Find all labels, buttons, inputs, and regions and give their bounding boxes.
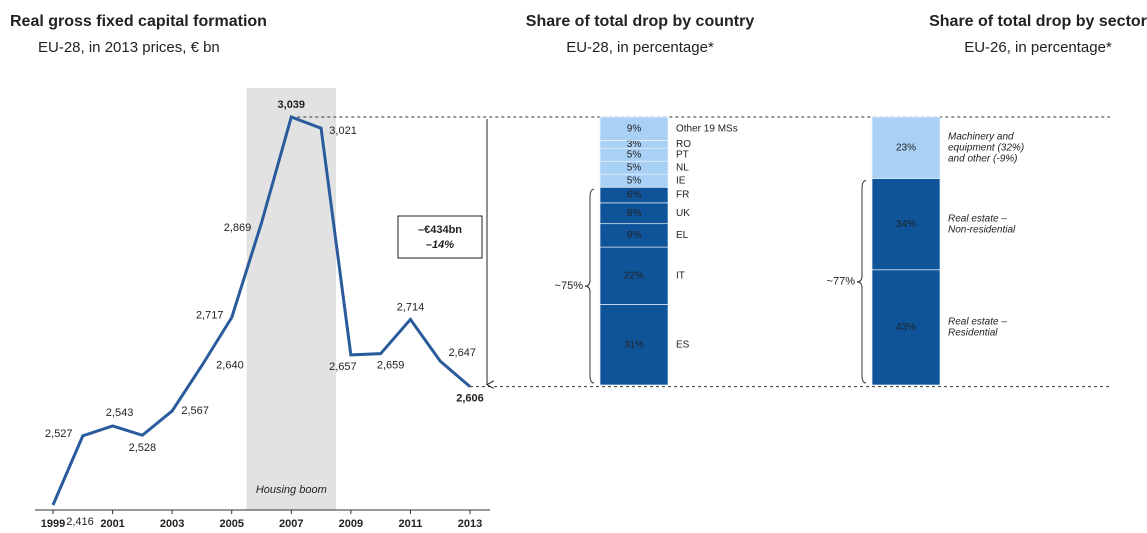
bar-segment xyxy=(871,178,941,271)
highlight-band xyxy=(246,88,336,510)
segment-label: 9% xyxy=(627,123,642,134)
segment-label: 5% xyxy=(627,162,642,173)
x-tick-label: 2013 xyxy=(458,518,482,530)
category-label: IT xyxy=(676,270,685,281)
annotation-box xyxy=(397,215,483,259)
segment-label: 5% xyxy=(627,149,642,160)
data-label: 2,647 xyxy=(448,347,476,359)
category-label: Non-residential xyxy=(948,224,1016,235)
chart-subtitle: EU-28, in 2013 prices, € bn xyxy=(38,39,220,56)
x-tick-label: 2003 xyxy=(160,518,184,530)
data-label: 2,606 xyxy=(456,393,484,405)
category-label: PT xyxy=(676,149,689,160)
category-label: Residential xyxy=(948,328,998,339)
category-label: FR xyxy=(676,190,689,201)
category-label: NL xyxy=(676,162,689,173)
brace-label: ~75% xyxy=(555,280,584,292)
category-label: IE xyxy=(676,175,686,186)
data-label: 2,416 xyxy=(66,516,94,528)
data-line xyxy=(51,115,471,506)
segment-label: 22% xyxy=(624,270,644,281)
category-label: EL xyxy=(676,230,689,241)
data-label: 2,543 xyxy=(106,407,134,419)
chart-title: Real gross fixed capital formation xyxy=(10,13,267,30)
chart-title: Share of total drop by sector xyxy=(929,13,1147,30)
category-label: and other (-9%) xyxy=(948,153,1017,164)
bar-segment xyxy=(871,269,941,386)
data-label: 2,869 xyxy=(224,222,252,234)
segment-label: 34% xyxy=(896,219,916,230)
category-label: Real estate – xyxy=(948,317,1007,328)
bar-segment xyxy=(599,246,669,305)
category-label: Other 19 MSs xyxy=(676,123,738,134)
data-label: 2,717 xyxy=(196,309,224,321)
segment-label: 31% xyxy=(624,339,644,350)
data-label: 2,567 xyxy=(181,405,209,417)
x-tick-label: 2007 xyxy=(279,518,303,530)
annotation-percent: –14% xyxy=(426,239,454,251)
brace xyxy=(584,188,595,384)
data-label: 2,528 xyxy=(129,442,157,454)
category-label: UK xyxy=(676,208,690,219)
category-label: RO xyxy=(676,139,691,150)
brace xyxy=(856,180,867,384)
x-tick-label: 2011 xyxy=(398,518,422,530)
bar-segment xyxy=(599,116,669,141)
category-label: Real estate – xyxy=(948,213,1007,224)
annotation-amount: –€434bn xyxy=(418,224,462,236)
category-label: Machinery and xyxy=(948,131,1014,142)
segment-label: 43% xyxy=(896,322,916,333)
data-label: 3,021 xyxy=(329,125,357,137)
data-label: 2,640 xyxy=(216,359,244,371)
chart-subtitle: EU-26, in percentage* xyxy=(964,39,1112,56)
x-tick-label: 2001 xyxy=(100,518,124,530)
data-label: 2,527 xyxy=(45,428,73,440)
highlight-label: Housing boom xyxy=(256,484,327,496)
chart-title: Share of total drop by country xyxy=(526,13,755,30)
segment-label: 6% xyxy=(627,190,642,201)
data-label: 2,657 xyxy=(329,361,357,373)
segment-label: 8% xyxy=(627,208,642,219)
x-tick-label: 2005 xyxy=(219,518,243,530)
x-tick-label: 1999 xyxy=(41,518,65,530)
chart-subtitle: EU-28, in percentage* xyxy=(566,39,714,56)
x-tick-label: 2009 xyxy=(339,518,363,530)
segment-label: 5% xyxy=(627,175,642,186)
category-label: equipment (32%) xyxy=(948,142,1024,153)
segment-label: 3% xyxy=(627,139,642,150)
segment-label: 9% xyxy=(627,230,642,241)
brace-label: ~77% xyxy=(827,276,856,288)
bar-segment xyxy=(871,116,941,179)
data-label: 3,039 xyxy=(278,99,306,111)
category-label: ES xyxy=(676,339,690,350)
segment-label: 23% xyxy=(896,142,916,153)
data-label: 2,659 xyxy=(377,360,405,372)
data-label: 2,714 xyxy=(397,301,425,313)
bar-segment xyxy=(599,303,669,386)
